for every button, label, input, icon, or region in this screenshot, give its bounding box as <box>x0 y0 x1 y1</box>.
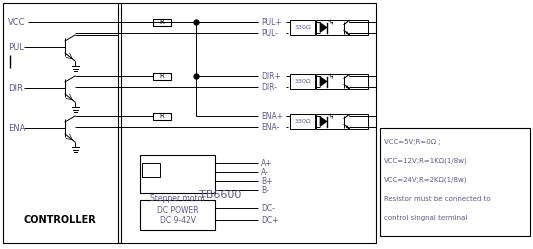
Text: VCC=24V;R=2KΩ(1/8w): VCC=24V;R=2KΩ(1/8w) <box>384 177 467 183</box>
Text: PUL-: PUL- <box>261 28 278 38</box>
Text: DIR+: DIR+ <box>261 71 281 80</box>
Bar <box>142 163 160 177</box>
Text: 330Ω: 330Ω <box>294 25 311 30</box>
Text: A+: A+ <box>261 159 272 168</box>
Text: DC 9-42V: DC 9-42V <box>159 215 196 225</box>
Text: A-: A- <box>261 168 269 177</box>
Bar <box>290 74 315 89</box>
Text: ENA-: ENA- <box>261 123 279 131</box>
Bar <box>153 18 171 25</box>
Polygon shape <box>346 125 349 128</box>
Bar <box>118 3 376 243</box>
Bar <box>140 155 215 193</box>
Text: Resistor must be connected to: Resistor must be connected to <box>384 196 490 202</box>
Text: DIR: DIR <box>8 83 23 92</box>
Bar <box>3 3 121 243</box>
Bar <box>290 20 315 35</box>
Bar <box>153 72 171 79</box>
Bar <box>316 20 368 35</box>
Text: B-: B- <box>261 186 269 194</box>
Text: control singnal terminal: control singnal terminal <box>384 215 467 221</box>
Text: PUL+: PUL+ <box>261 17 282 26</box>
Text: DC-: DC- <box>261 203 275 212</box>
Bar <box>316 114 368 129</box>
Text: Stepper motor: Stepper motor <box>150 193 205 202</box>
Bar <box>316 74 368 89</box>
Text: PUL: PUL <box>8 43 24 52</box>
Text: 330Ω: 330Ω <box>294 79 311 84</box>
Text: R: R <box>159 73 164 79</box>
Bar <box>290 114 315 129</box>
Text: CONTROLLER: CONTROLLER <box>23 215 96 225</box>
Text: VCC: VCC <box>8 17 26 26</box>
Text: DIR-: DIR- <box>261 82 277 91</box>
Text: DC POWER: DC POWER <box>157 205 198 214</box>
Text: ENA+: ENA+ <box>261 112 283 121</box>
Polygon shape <box>346 85 349 88</box>
Polygon shape <box>320 22 327 33</box>
Bar <box>140 200 215 230</box>
Text: B+: B+ <box>261 177 272 186</box>
Bar <box>380 128 530 236</box>
Polygon shape <box>320 117 327 126</box>
Text: DC+: DC+ <box>261 215 279 225</box>
Text: ENA: ENA <box>8 124 26 132</box>
Text: 330Ω: 330Ω <box>294 119 311 124</box>
Text: VCC=12V;R=1KΩ(1/8w): VCC=12V;R=1KΩ(1/8w) <box>384 158 468 164</box>
Polygon shape <box>320 76 327 86</box>
Polygon shape <box>346 32 349 35</box>
Bar <box>153 113 171 120</box>
Text: TB6600: TB6600 <box>199 190 241 200</box>
Text: R: R <box>159 113 164 119</box>
Text: R: R <box>159 19 164 25</box>
Text: VCC=5V;R=0Ω ;: VCC=5V;R=0Ω ; <box>384 139 441 145</box>
